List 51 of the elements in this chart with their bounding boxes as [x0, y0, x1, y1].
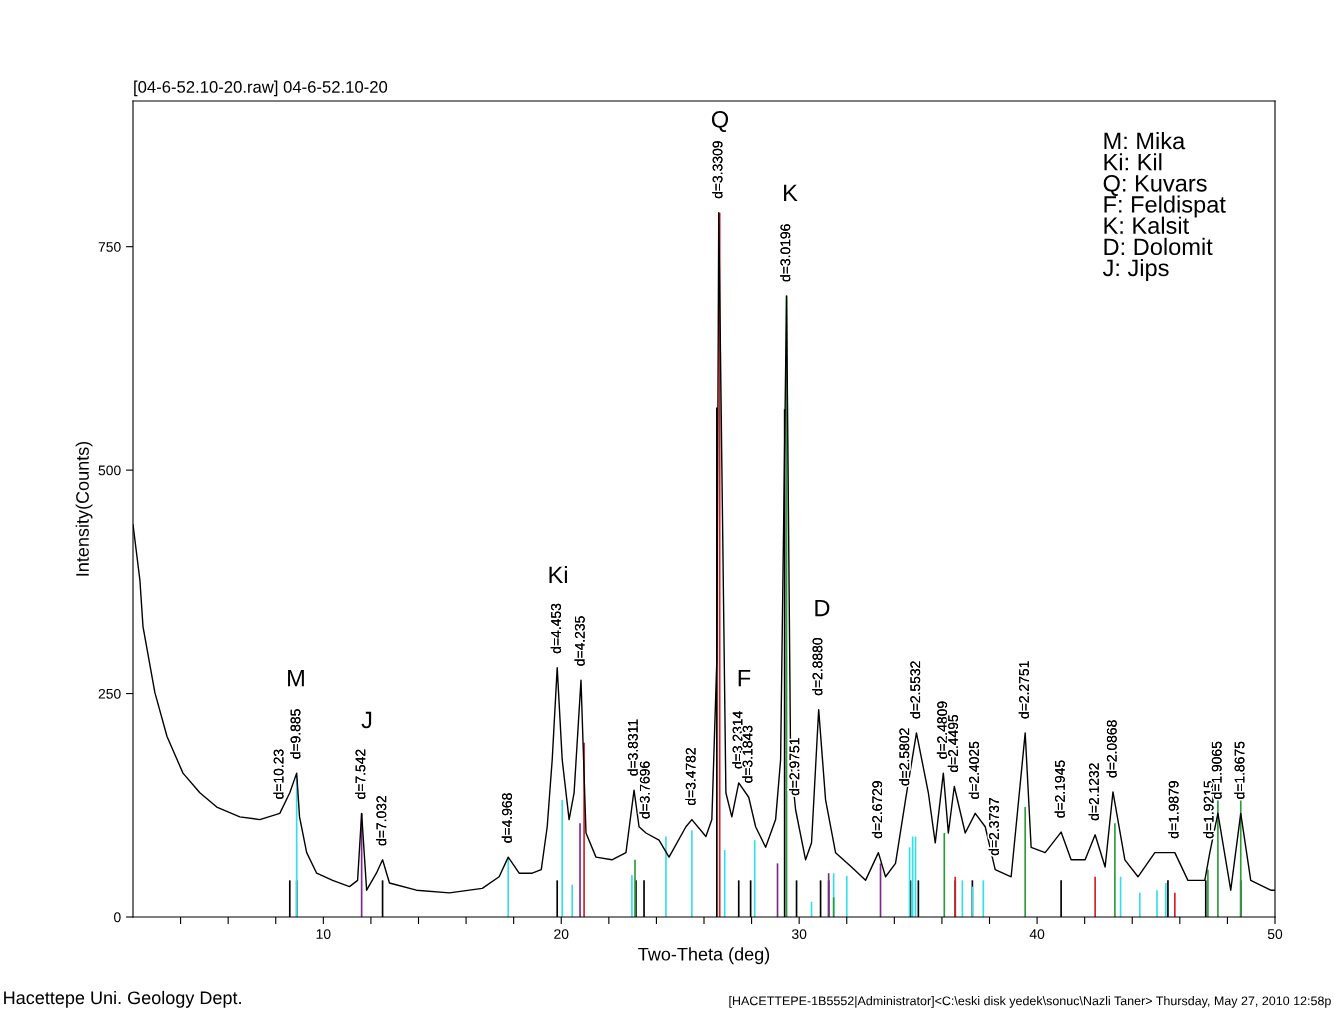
- annotation: M: Mika Ki: Kil Q: Kuvars F: Feldispat K: Kalsit D: Dolomit J: Jips: [1102, 132, 1226, 281]
- annotation: d=3.0196: [780, 224, 791, 282]
- y-tick-label: 0: [114, 912, 121, 923]
- x-axis-title: Two-Theta (deg): [638, 947, 770, 965]
- annotation: Q: [711, 111, 729, 132]
- annotation: d=3.3309: [712, 141, 723, 199]
- text: [HACETTEPE-1B5552|Administrator]<C:\eski disk yedek\sonuc\Nazli Taner> Thursday, May 27, 2010 12:58p: [729, 996, 1331, 1008]
- x-tick-label: 40: [1029, 929, 1045, 940]
- annotation: d=2.1232: [1088, 763, 1099, 821]
- annotation: Ki: [549, 565, 567, 584]
- x-tick-label: 50: [1267, 929, 1283, 940]
- annotation: d=1.8675: [1234, 741, 1245, 799]
- annotation: d=2.4809: [936, 701, 948, 759]
- annotation: d=4.235: [574, 616, 585, 666]
- annotation: J: [361, 711, 372, 729]
- annotation: M: [288, 669, 304, 687]
- annotation: D: [815, 599, 830, 617]
- y-tick-label: 750: [98, 242, 121, 252]
- annotation: d=2.0868: [1106, 720, 1117, 778]
- annotation: d=2.5532: [909, 661, 921, 719]
- annotation: d=2.6729: [871, 781, 883, 839]
- annotation: d=4.968: [501, 793, 512, 843]
- y-axis-title: Intensity(Counts): [75, 441, 93, 576]
- annotation: d=7.032: [376, 796, 387, 846]
- annotation: F: [738, 669, 751, 687]
- annotation: d=2.9751: [789, 738, 800, 796]
- annotation: d=3.1843: [742, 725, 753, 783]
- annotation: d=9.885: [290, 709, 301, 759]
- text: Hacettepe Uni. Geology Dept.: [4, 990, 241, 1008]
- annotation: d=2.5802: [899, 728, 910, 786]
- annotation: d=3.2314: [732, 711, 743, 769]
- y-tick-label: 250: [98, 688, 121, 699]
- chart-title: [04-6-52.10-20.raw] 04-6-52.10-20: [134, 80, 388, 97]
- annotation: d=2.4025: [968, 741, 979, 799]
- annotation: d=2.3737: [988, 798, 999, 856]
- annotation: d=1.9879: [1168, 781, 1179, 839]
- annotation: d=2.1945: [1054, 760, 1065, 818]
- annotation: d=7.542: [355, 749, 366, 799]
- x-tick-label: 20: [554, 929, 569, 940]
- annotation: d=10.23: [273, 749, 284, 799]
- annotation: d=2.8880: [812, 637, 823, 696]
- annotation: d=2.2751: [1018, 661, 1029, 719]
- x-tick-label: 30: [791, 929, 807, 940]
- x-tick-label: 10: [316, 929, 331, 940]
- annotation: d=4.453: [550, 603, 561, 654]
- annotation: d=2.4495: [947, 714, 959, 773]
- annotation: d=3.4782: [685, 748, 696, 806]
- annotation: d=3.8311: [627, 719, 638, 776]
- y-tick-label: 500: [98, 465, 121, 476]
- annotation: d=3.7696: [639, 761, 650, 819]
- annotation: K: [784, 184, 798, 202]
